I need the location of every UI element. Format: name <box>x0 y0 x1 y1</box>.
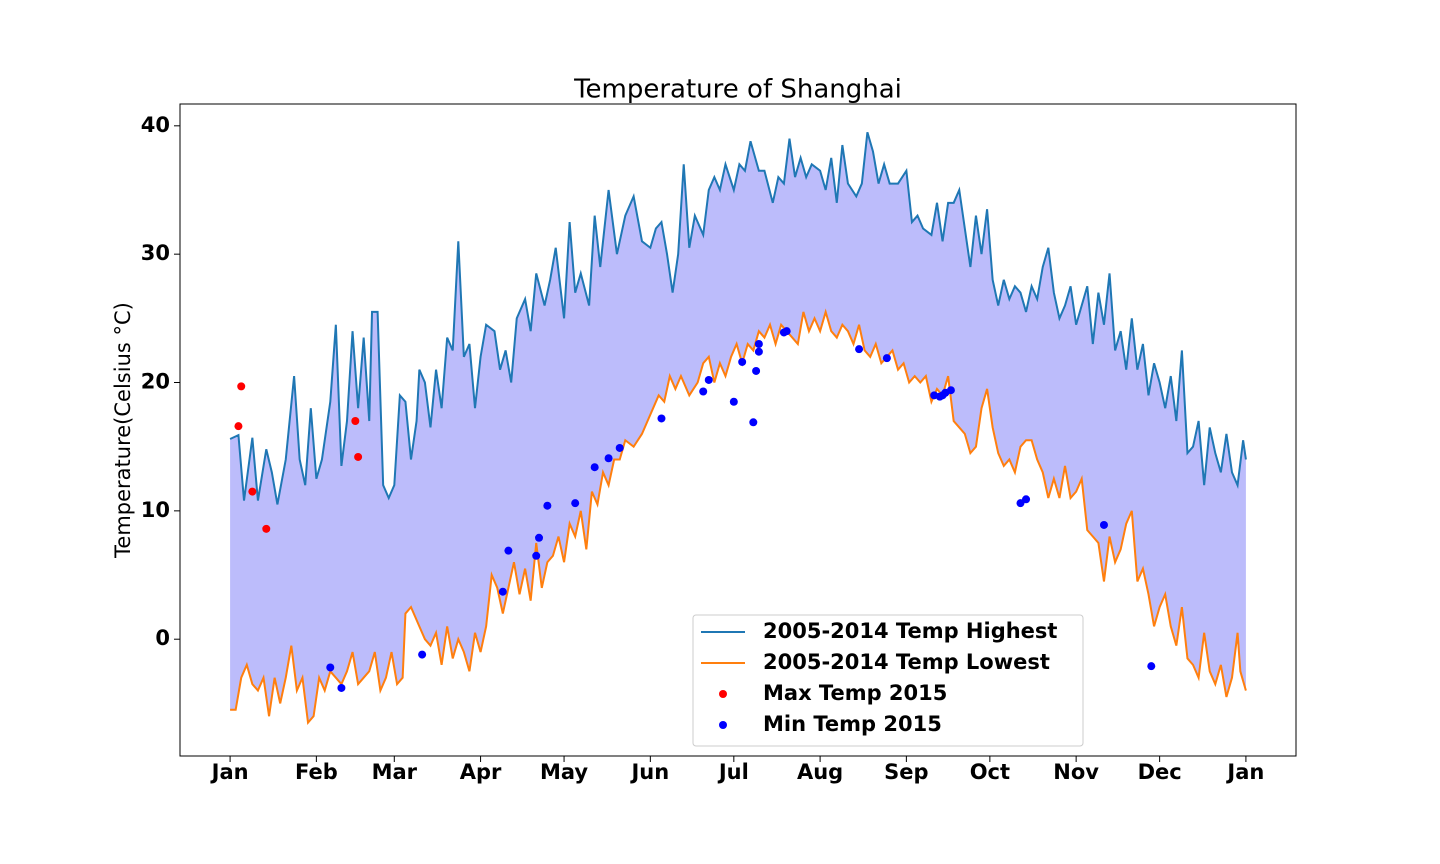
x-tick-label: Mar <box>372 760 418 784</box>
legend: 2005-2014 Temp Highest 2005-2014 Temp Low… <box>692 614 1084 747</box>
point <box>855 345 864 354</box>
x-tick-label: Jul <box>717 760 749 784</box>
x-tick-label: Feb <box>295 760 338 784</box>
point <box>571 499 580 508</box>
legend-marker <box>719 690 727 698</box>
point <box>498 587 507 596</box>
line <box>229 131 1247 505</box>
x-tick-label: Aug <box>797 760 843 784</box>
y-tick-label: 20 <box>141 370 170 394</box>
legend-box <box>692 614 1084 747</box>
y-axis-label: Temperature(Celsius °C) <box>111 302 135 559</box>
point <box>237 382 246 391</box>
point <box>615 443 624 452</box>
y-tick-label: 10 <box>141 498 170 522</box>
legend-marker <box>719 721 727 729</box>
line <box>230 308 1247 725</box>
x-tick-label: Jan <box>1225 760 1264 784</box>
point <box>418 650 427 659</box>
x-tick-label: Sep <box>884 760 928 784</box>
point <box>754 347 763 356</box>
point <box>262 524 271 533</box>
point <box>535 533 544 542</box>
point <box>657 414 666 423</box>
point <box>738 357 747 366</box>
point <box>590 463 599 472</box>
point <box>354 452 363 461</box>
point <box>234 422 243 431</box>
point <box>337 683 346 692</box>
point <box>729 397 738 406</box>
legend-label: Max Temp 2015 <box>763 681 947 705</box>
x-tick-label: Oct <box>970 760 1010 784</box>
legend-label: 2005-2014 Temp Highest <box>763 619 1057 643</box>
y-tick-label: 30 <box>141 241 170 265</box>
point <box>532 551 541 560</box>
point <box>752 366 761 375</box>
x-tick-label: Jun <box>629 760 669 784</box>
point <box>326 663 335 672</box>
point <box>699 387 708 396</box>
legend-label: Min Temp 2015 <box>763 712 942 736</box>
x-tick-label: May <box>540 760 588 784</box>
y-tick-label: 40 <box>141 113 170 137</box>
point <box>882 354 891 363</box>
point <box>604 454 613 463</box>
plot-frame <box>179 103 1297 757</box>
x-tick-label: Apr <box>460 760 502 784</box>
x-tick-label: Nov <box>1053 760 1099 784</box>
x-tick-label: Jan <box>210 760 249 784</box>
point <box>754 340 763 349</box>
x-tick-label: Dec <box>1138 760 1182 784</box>
point <box>248 487 257 496</box>
point <box>1016 499 1025 508</box>
point <box>1022 495 1031 504</box>
point <box>749 418 758 427</box>
point <box>946 386 955 395</box>
point <box>782 327 791 336</box>
point <box>1099 520 1108 529</box>
y-tick-label: 0 <box>155 626 170 650</box>
point <box>543 501 552 510</box>
chart-title: Temperature of Shanghai <box>573 75 902 105</box>
point <box>504 546 513 555</box>
legend-label: 2005-2014 Temp Lowest <box>763 650 1050 674</box>
point <box>704 375 713 384</box>
point <box>351 417 360 426</box>
point <box>1147 662 1156 671</box>
